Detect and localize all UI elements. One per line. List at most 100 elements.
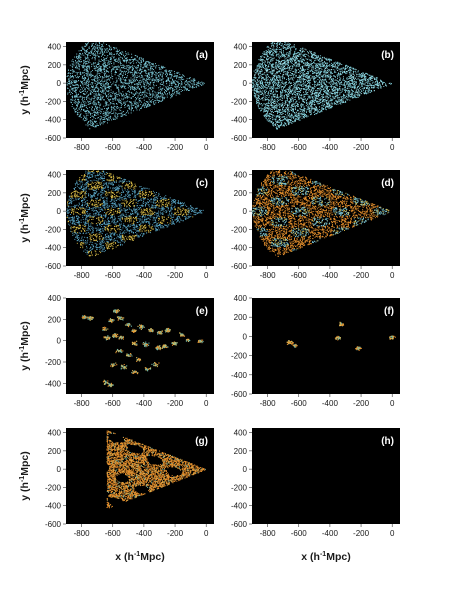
data-point — [157, 93, 159, 95]
data-point — [326, 72, 328, 74]
data-point — [166, 94, 168, 96]
data-point — [97, 48, 99, 50]
data-point — [77, 63, 79, 65]
data-point — [78, 99, 80, 101]
data-point — [97, 70, 99, 72]
data-point — [268, 101, 270, 103]
data-point — [292, 66, 294, 68]
data-point — [73, 71, 75, 73]
data-point — [317, 102, 319, 104]
data-point — [87, 83, 89, 85]
data-point — [293, 58, 295, 60]
data-point — [82, 119, 84, 121]
data-point — [303, 88, 305, 90]
data-point — [138, 98, 140, 100]
data-point — [132, 80, 134, 82]
data-point — [72, 93, 74, 94]
data-point — [312, 90, 314, 92]
data-point — [78, 54, 80, 56]
data-point — [107, 84, 109, 86]
data-point — [355, 90, 357, 92]
data-point — [276, 121, 278, 123]
data-point — [290, 82, 292, 84]
data-point — [322, 103, 324, 105]
data-point — [309, 111, 311, 113]
data-point — [307, 54, 309, 56]
data-point — [103, 64, 105, 66]
data-point — [315, 93, 317, 95]
data-point — [178, 91, 180, 93]
data-point — [114, 74, 116, 76]
data-point — [321, 86, 323, 88]
data-point — [97, 113, 99, 115]
data-point — [129, 67, 131, 68]
data-point — [343, 94, 345, 96]
data-point — [192, 80, 194, 82]
data-point — [75, 63, 77, 65]
data-point — [376, 78, 378, 80]
data-point — [256, 89, 258, 91]
data-point — [310, 91, 312, 93]
data-point — [276, 128, 278, 130]
data-point — [320, 82, 322, 84]
data-point — [172, 90, 174, 92]
data-point — [120, 78, 122, 80]
data-point — [69, 80, 71, 82]
data-point — [184, 87, 186, 89]
data-point — [302, 65, 304, 67]
data-point — [288, 103, 290, 105]
data-point — [323, 88, 325, 90]
data-point — [198, 81, 200, 83]
data-point — [104, 79, 106, 81]
data-point — [188, 81, 190, 83]
data-point — [267, 61, 269, 63]
data-point — [161, 93, 163, 95]
data-point — [182, 90, 183, 91]
data-point — [126, 111, 128, 113]
data-point — [348, 91, 350, 93]
data-point — [129, 101, 131, 103]
data-point — [288, 116, 290, 118]
data-point — [98, 99, 100, 101]
data-point — [116, 118, 118, 120]
data-point — [122, 74, 124, 76]
data-point — [102, 92, 104, 94]
data-point — [286, 59, 288, 61]
data-point — [273, 91, 274, 93]
data-point — [118, 75, 120, 77]
data-point — [192, 85, 194, 87]
data-point — [272, 106, 274, 108]
data-point — [336, 101, 338, 103]
data-point — [139, 62, 141, 64]
data-point — [98, 59, 100, 61]
data-point — [308, 75, 310, 77]
data-point — [329, 59, 331, 61]
data-point — [296, 63, 298, 65]
data-point — [289, 47, 291, 49]
data-point — [79, 57, 81, 59]
data-point — [126, 97, 128, 99]
data-point — [280, 124, 281, 126]
data-point — [336, 79, 338, 81]
data-point — [299, 68, 301, 69]
data-point — [74, 99, 76, 101]
data-point — [274, 75, 276, 77]
data-point — [105, 114, 107, 116]
data-point — [269, 119, 271, 121]
data-point — [282, 125, 284, 127]
data-point — [160, 88, 162, 90]
data-point — [130, 92, 132, 94]
data-point — [140, 89, 141, 91]
data-point — [117, 106, 119, 108]
data-point — [176, 77, 177, 79]
data-point — [114, 106, 116, 108]
data-point — [288, 95, 290, 97]
data-point — [79, 73, 81, 75]
data-point — [264, 54, 266, 56]
data-point — [312, 86, 314, 88]
data-point — [150, 81, 152, 83]
data-point — [100, 70, 102, 72]
data-point — [338, 64, 340, 66]
data-point — [266, 78, 268, 80]
data-point — [258, 67, 260, 69]
